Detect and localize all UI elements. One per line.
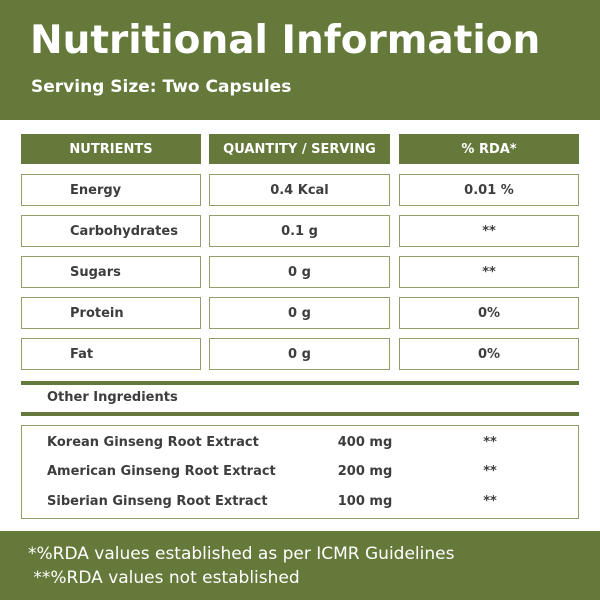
ingredient-quantity: 400 mg xyxy=(337,435,393,450)
page-title: Nutritional Information xyxy=(30,18,541,63)
quantity-cell: 0.1 g xyxy=(209,215,390,247)
rda-cell: 0.01 % xyxy=(399,174,579,206)
column-header-nutrients: NUTRIENTS xyxy=(21,134,201,164)
column-header-rda: % RDA* xyxy=(399,134,579,164)
ingredient-name: American Ginseng Root Extract xyxy=(47,464,276,479)
nutrient-name-cell: Carbohydrates xyxy=(21,215,201,247)
quantity-cell: 0 g xyxy=(209,297,390,329)
rda-cell: 0% xyxy=(399,297,579,329)
ingredient-name: Siberian Ginseng Root Extract xyxy=(47,494,268,509)
header-banner: Nutritional Information Serving Size: Tw… xyxy=(0,0,600,120)
footer-note-rda-established: *%RDA values established as per ICMR Gui… xyxy=(28,544,455,564)
ingredient-quantity: 200 mg xyxy=(337,464,393,479)
footer-banner xyxy=(0,531,600,600)
ingredient-rda: ** xyxy=(483,494,497,509)
nutrient-name-cell: Protein xyxy=(21,297,201,329)
nutrient-name-cell: Energy xyxy=(21,174,201,206)
section-divider-bottom xyxy=(21,412,579,416)
quantity-cell: 0.4 Kcal xyxy=(209,174,390,206)
rda-cell: ** xyxy=(399,256,579,288)
ingredient-quantity: 100 mg xyxy=(337,494,393,509)
quantity-cell: 0 g xyxy=(209,338,390,370)
ingredient-name: Korean Ginseng Root Extract xyxy=(47,435,259,450)
serving-size-subtitle: Serving Size: Two Capsules xyxy=(31,77,292,97)
nutrient-name-cell: Fat xyxy=(21,338,201,370)
footer-note-rda-not-established: **%RDA values not established xyxy=(28,568,300,588)
ingredient-rda: ** xyxy=(483,435,497,450)
rda-cell: 0% xyxy=(399,338,579,370)
ingredient-rda: ** xyxy=(483,464,497,479)
column-header-quantity: QUANTITY / SERVING xyxy=(209,134,390,164)
section-divider-top xyxy=(21,381,579,385)
rda-cell: ** xyxy=(399,215,579,247)
quantity-cell: 0 g xyxy=(209,256,390,288)
nutrient-name-cell: Sugars xyxy=(21,256,201,288)
ingredients-box xyxy=(21,425,579,519)
other-ingredients-label: Other Ingredients xyxy=(47,390,178,405)
